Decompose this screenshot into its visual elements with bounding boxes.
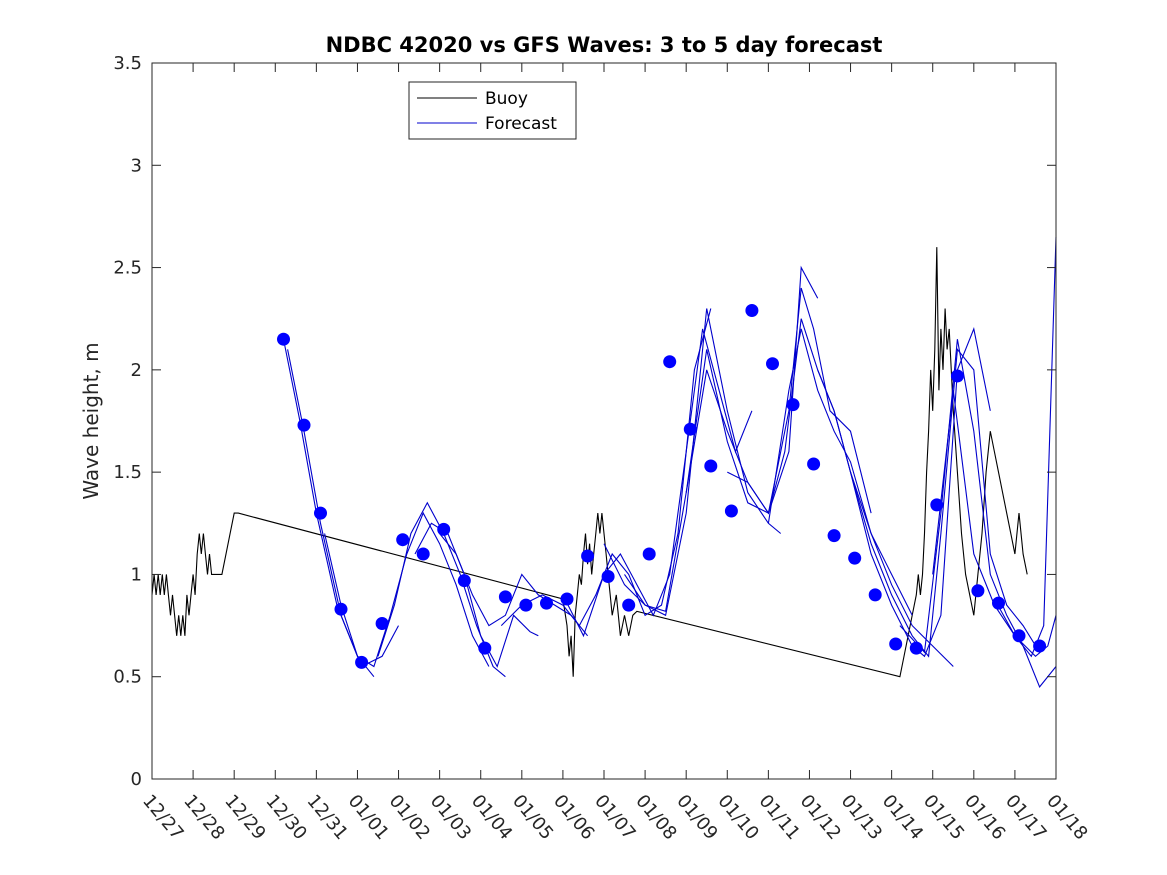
forecast-line: [849, 347, 1041, 658]
legend-box: [408, 81, 577, 140]
forecast-point: [807, 457, 821, 471]
legend-forecast-label: Forecast: [485, 114, 557, 134]
forecast-point: [992, 596, 1005, 610]
forecast-point: [478, 641, 492, 655]
forecast-point: [724, 504, 738, 518]
forecast-point: [622, 598, 636, 612]
y-tick-label: 2.5: [113, 258, 142, 279]
forecast-point: [581, 549, 595, 563]
forecast-point: [827, 529, 841, 543]
forecast-line: [993, 236, 1057, 658]
forecast-point: [277, 332, 290, 346]
forecast-point: [930, 498, 944, 512]
forecast-point: [334, 602, 348, 616]
y-tick-label: 0.5: [113, 667, 142, 688]
forecast-point: [642, 547, 656, 561]
forecast-point: [868, 588, 882, 602]
forecast-line: [324, 511, 490, 668]
legend-buoy-label: Buoy: [485, 89, 528, 109]
forecast-point: [519, 598, 533, 612]
forecast-point: [601, 570, 615, 583]
forecast-point: [950, 369, 964, 383]
buoy-line: [151, 247, 1028, 678]
y-axis-label: Wave height, m: [79, 342, 103, 499]
forecast-point: [848, 551, 862, 565]
forecast-point: [766, 357, 779, 371]
forecast-point: [314, 506, 327, 520]
y-tick-label: 3: [131, 155, 142, 176]
plot-area: [152, 63, 1056, 779]
series-layer: [151, 236, 1057, 688]
forecast-line: [500, 308, 712, 627]
forecast-point: [396, 533, 410, 547]
chart-title: NDBC 42020 vs GFS Waves: 3 to 5 day fore…: [326, 33, 883, 57]
y-tick-label: 1: [131, 564, 142, 585]
forecast-point: [889, 637, 903, 651]
y-tick-label: 2: [131, 360, 142, 381]
forecast-point: [355, 655, 369, 669]
forecast-point: [498, 590, 512, 604]
forecast-point: [971, 584, 985, 598]
forecast-line: [562, 328, 753, 638]
forecast-point: [457, 574, 471, 588]
y-tick-label: 0: [131, 769, 142, 790]
forecast-point: [786, 398, 800, 412]
forecast-point: [663, 355, 677, 369]
forecast-point: [683, 422, 697, 436]
forecast-line: [624, 265, 819, 613]
y-tick-label: 1.5: [113, 462, 142, 483]
y-tick-label: 3.5: [113, 53, 142, 74]
forecast-point: [540, 596, 553, 610]
forecast-point: [375, 617, 389, 630]
forecast-point: [745, 304, 759, 317]
forecast-point: [437, 522, 451, 536]
forecast-point: [909, 641, 923, 655]
forecast-point: [704, 459, 718, 473]
forecast-point: [560, 592, 574, 606]
forecast-line: [685, 287, 872, 515]
forecast-point: [1012, 629, 1026, 643]
forecast-line: [414, 522, 539, 668]
forecast-point: [297, 418, 311, 432]
forecast-point: [1033, 639, 1047, 653]
forecast-point: [416, 547, 430, 561]
legend: Buoy Forecast: [408, 81, 577, 140]
forecast-line: [899, 339, 1057, 688]
forecast-line: [767, 328, 954, 667]
